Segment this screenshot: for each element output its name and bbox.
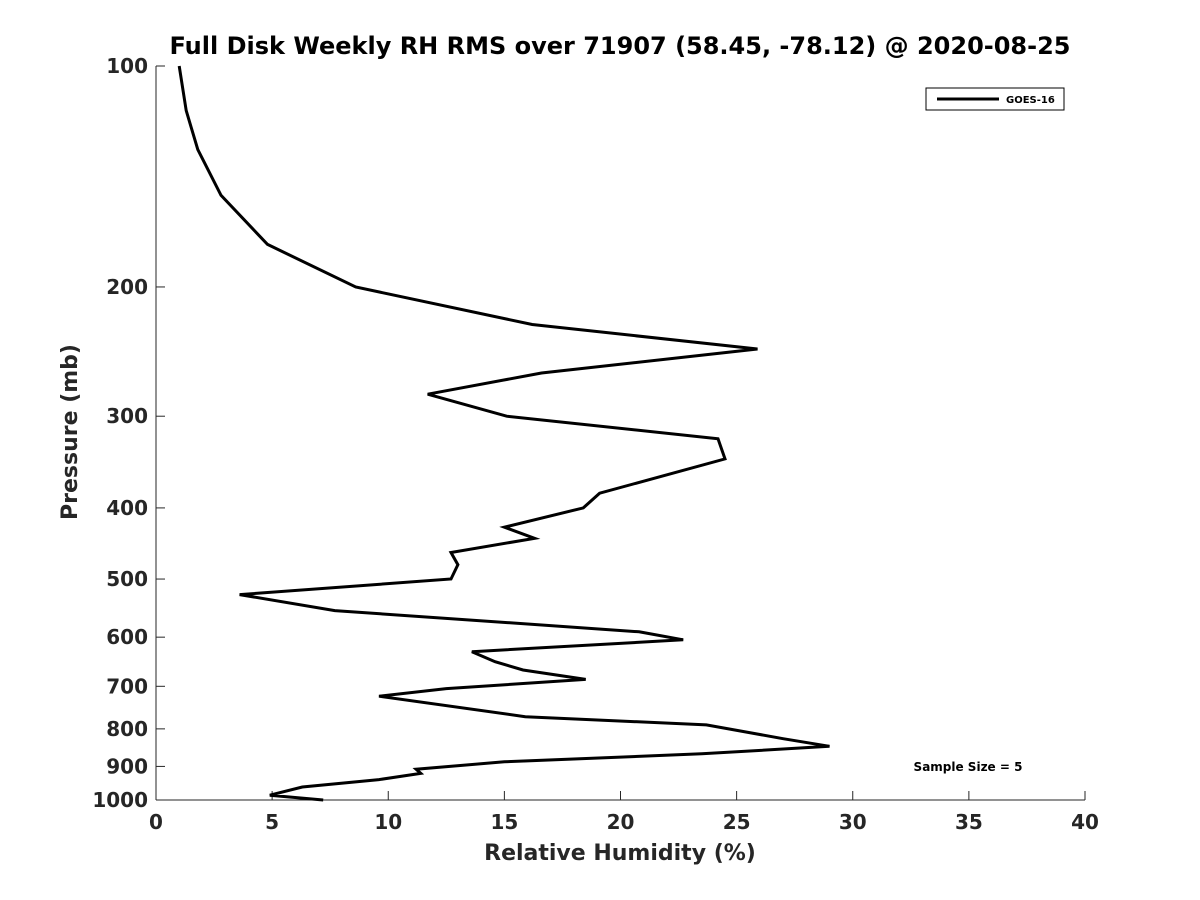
x-tick-label: 35 [955,810,983,834]
x-tick-label: 15 [490,810,518,834]
y-tick-label: 300 [106,404,148,428]
y-tick-label: 700 [106,674,148,698]
y-tick-label: 400 [106,496,148,520]
x-tick-label: 5 [265,810,279,834]
x-tick-label: 40 [1071,810,1099,834]
y-tick-label: 500 [106,567,148,591]
x-tick-label: 10 [374,810,402,834]
y-axis-label: Pressure (mb) [58,344,83,520]
series-layer [177,65,830,802]
y-tick-label: 100 [106,54,148,78]
x-tick-label: 25 [723,810,751,834]
series-line-goes-16 [177,65,830,802]
y-tick-label: 200 [106,275,148,299]
x-tick-label: 30 [839,810,867,834]
y-tick-label: 800 [106,717,148,741]
legend-label-goes-16: GOES-16 [1006,95,1055,106]
x-axis-label: Relative Humidity (%) [484,841,756,866]
x-tick-label: 20 [607,810,635,834]
y-tick-label: 900 [106,754,148,778]
chart-title: Full Disk Weekly RH RMS over 71907 (58.4… [169,32,1070,60]
axes: 0 5 10 15 20 25 30 35 40 100 200 300 400 500 600 700 800… [92,54,1099,834]
y-tick-label: 1000 [92,788,148,812]
legend: GOES-16 [925,87,1065,111]
sample-size-annotation: Sample Size = 5 [914,760,1023,774]
y-tick-label: 600 [106,625,148,649]
x-tick-label: 0 [149,810,163,834]
